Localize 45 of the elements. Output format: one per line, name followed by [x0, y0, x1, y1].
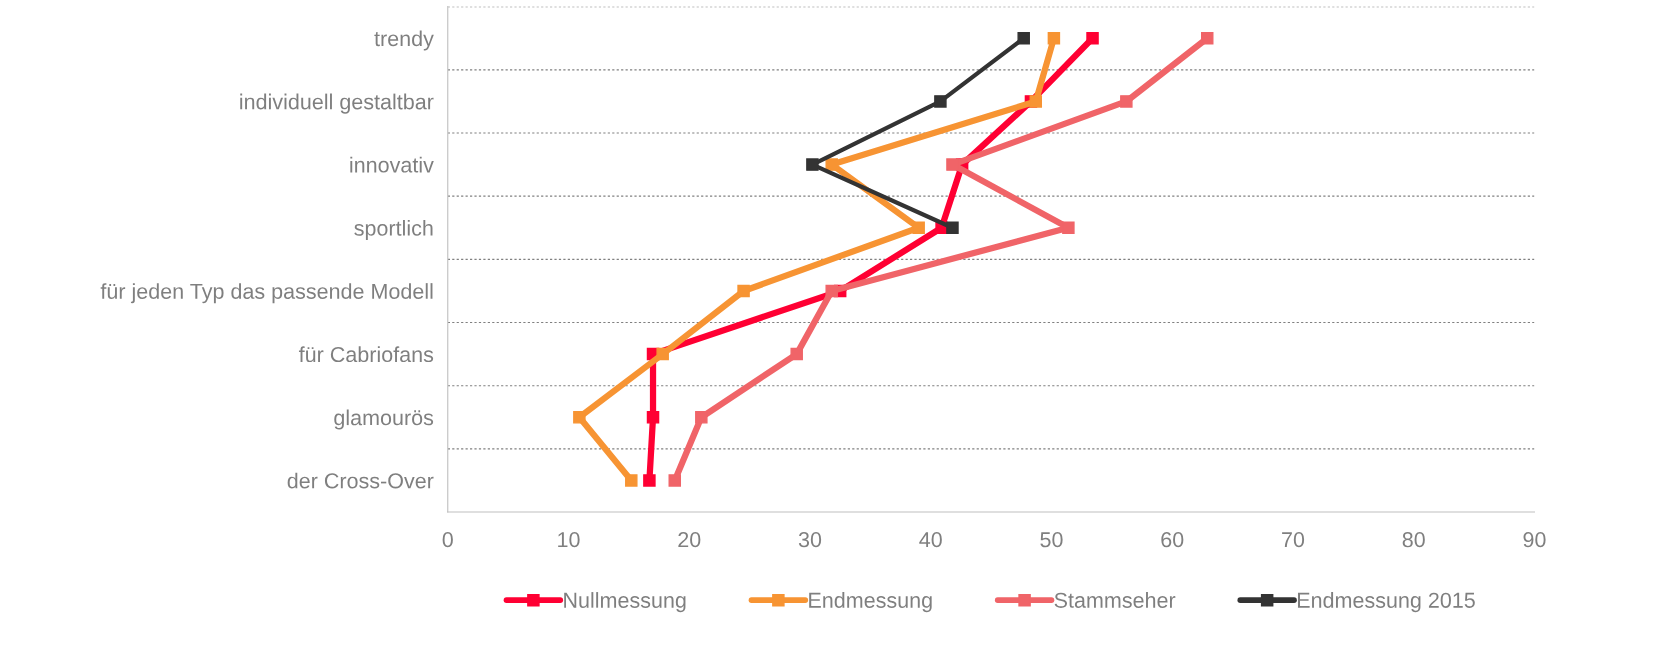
- x-tick-label: 70: [1282, 532, 1305, 548]
- point: [643, 474, 656, 487]
- y-tick-label: innovativ: [350, 156, 434, 173]
- x-tick-label: 0: [442, 532, 453, 548]
- point: [668, 474, 682, 487]
- x-tick-label: 20: [678, 532, 701, 548]
- point: [737, 284, 750, 298]
- legend-label: Endmessung: [809, 592, 932, 613]
- x-tick-label: 60: [1161, 532, 1184, 548]
- legend-label: Nullmessung: [564, 592, 686, 613]
- y-tick-label: der Cross-Over: [287, 472, 434, 489]
- point: [934, 95, 947, 108]
- x-tick-label: 80: [1402, 532, 1425, 548]
- x-tick-label: 30: [798, 532, 822, 548]
- point: [1029, 95, 1043, 108]
- point: [1047, 31, 1061, 45]
- x-tick-label: 50: [1040, 532, 1063, 548]
- point: [790, 347, 803, 361]
- point: [946, 158, 959, 171]
- point: [1017, 31, 1030, 45]
- x-tick-label: 90: [1523, 532, 1546, 548]
- x-tick-label: 10: [558, 532, 580, 548]
- point: [656, 347, 669, 361]
- point: [573, 411, 586, 424]
- point: [825, 284, 838, 298]
- point: [1120, 95, 1133, 108]
- point: [625, 474, 638, 487]
- legend-label: Endmessung 2015: [1297, 592, 1475, 613]
- y-tick-label: für Cabriofans: [298, 346, 434, 363]
- x-tick-label: 40: [919, 532, 942, 548]
- y-tick-label: trendy: [374, 30, 434, 51]
- point: [946, 221, 959, 235]
- point: [1086, 31, 1099, 45]
- point: [912, 221, 925, 235]
- legend-label: Stammseher: [1054, 592, 1176, 608]
- y-tick-label: glamourös: [334, 409, 434, 430]
- point: [1200, 31, 1214, 45]
- y-tick-label: für jeden Typ das passende Modell: [100, 283, 433, 304]
- point: [1062, 221, 1075, 235]
- point: [825, 158, 838, 171]
- y-tick-label: individuell gestaltbar: [240, 93, 434, 114]
- point: [695, 411, 708, 424]
- point: [646, 411, 660, 424]
- y-tick-label: sportlich: [354, 219, 433, 241]
- point: [806, 158, 819, 171]
